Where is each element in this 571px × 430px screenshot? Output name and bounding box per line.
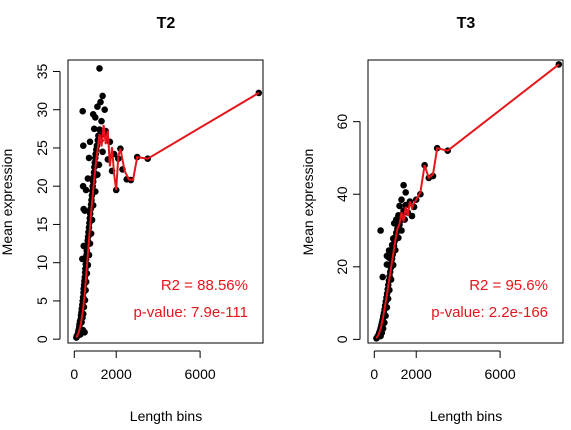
p-value-annotation: p-value: 2.2e-166: [431, 304, 548, 321]
x-tick-label: 2000: [101, 366, 132, 382]
y-tick-label: 0: [34, 335, 50, 343]
data-point: [97, 98, 104, 106]
data-point: [379, 273, 387, 281]
chart-title: T3: [457, 15, 476, 32]
data-point: [80, 205, 87, 213]
data-point: [86, 138, 94, 146]
y-tick-label: 60: [334, 114, 350, 130]
x-axis-label: Length bins: [130, 408, 202, 424]
x-tick-label: 6000: [485, 366, 516, 382]
data-point: [89, 111, 97, 118]
data-point: [377, 227, 384, 234]
plot-box: [367, 59, 564, 344]
data-point: [85, 154, 93, 162]
y-tick-label: 20: [334, 259, 350, 275]
y-axis: 0 5 10 15 20 25 30 35: [34, 63, 61, 343]
data-point: [96, 126, 103, 133]
data-point: [99, 148, 106, 156]
data-point: [396, 202, 403, 210]
data-points: [73, 65, 263, 341]
data-point: [398, 196, 405, 203]
data-point: [79, 255, 86, 263]
y-axis-label: Mean expression: [0, 149, 15, 256]
y-tick-label: 5: [34, 297, 50, 305]
x-axis-label: Length bins: [430, 408, 502, 424]
data-point: [385, 247, 393, 254]
data-point: [398, 227, 405, 234]
data-point: [81, 329, 88, 336]
p-value-annotation: p-value: 7.9e-111: [133, 304, 248, 321]
x-tick-label: 0: [70, 366, 78, 382]
x-tick-label: 2000: [401, 366, 432, 382]
data-point: [408, 212, 416, 220]
data-point: [95, 161, 103, 169]
data-point: [383, 252, 391, 260]
x-axis: 0 2000 6000: [370, 350, 516, 382]
r2-annotation: R2 = 88.56%: [161, 277, 248, 294]
panel-t3: T3 Mean expression Length bins 0 2000 6000…: [300, 15, 564, 424]
y-tick-label: 10: [34, 255, 50, 271]
data-point: [383, 261, 391, 268]
data-point: [84, 175, 92, 182]
r2-annotation: R2 = 95.6%: [469, 277, 548, 294]
data-point: [99, 92, 106, 100]
data-point: [80, 242, 87, 250]
y-axis-label: Mean expression: [300, 149, 316, 256]
y-axis: 0 20 40 60: [334, 114, 361, 343]
data-point: [80, 142, 87, 149]
y-tick-label: 0: [334, 335, 350, 343]
x-tick-label: 0: [370, 366, 378, 382]
x-axis: 0 2000 6000: [70, 350, 216, 382]
plot-box: [67, 59, 264, 344]
y-tick-label: 35: [34, 63, 50, 79]
y-tick-label: 30: [34, 102, 50, 118]
y-tick-label: 40: [334, 186, 350, 202]
data-point: [101, 106, 108, 113]
trend-line: [75, 92, 260, 339]
data-point: [82, 186, 90, 194]
y-tick-label: 25: [34, 140, 50, 156]
data-point: [96, 65, 103, 72]
y-tick-label: 15: [34, 216, 50, 232]
y-tick-label: 20: [34, 178, 50, 194]
data-point: [90, 125, 98, 133]
data-points: [373, 61, 563, 342]
data-point: [402, 189, 410, 196]
data-point: [79, 107, 86, 115]
data-point: [400, 181, 407, 189]
chart-title: T2: [157, 15, 176, 32]
trend-line: [375, 63, 560, 339]
x-tick-label: 6000: [185, 366, 216, 382]
data-point: [98, 117, 105, 125]
panel-t2: T2 Mean expression Length bins 0 2000 6000…: [0, 15, 264, 424]
